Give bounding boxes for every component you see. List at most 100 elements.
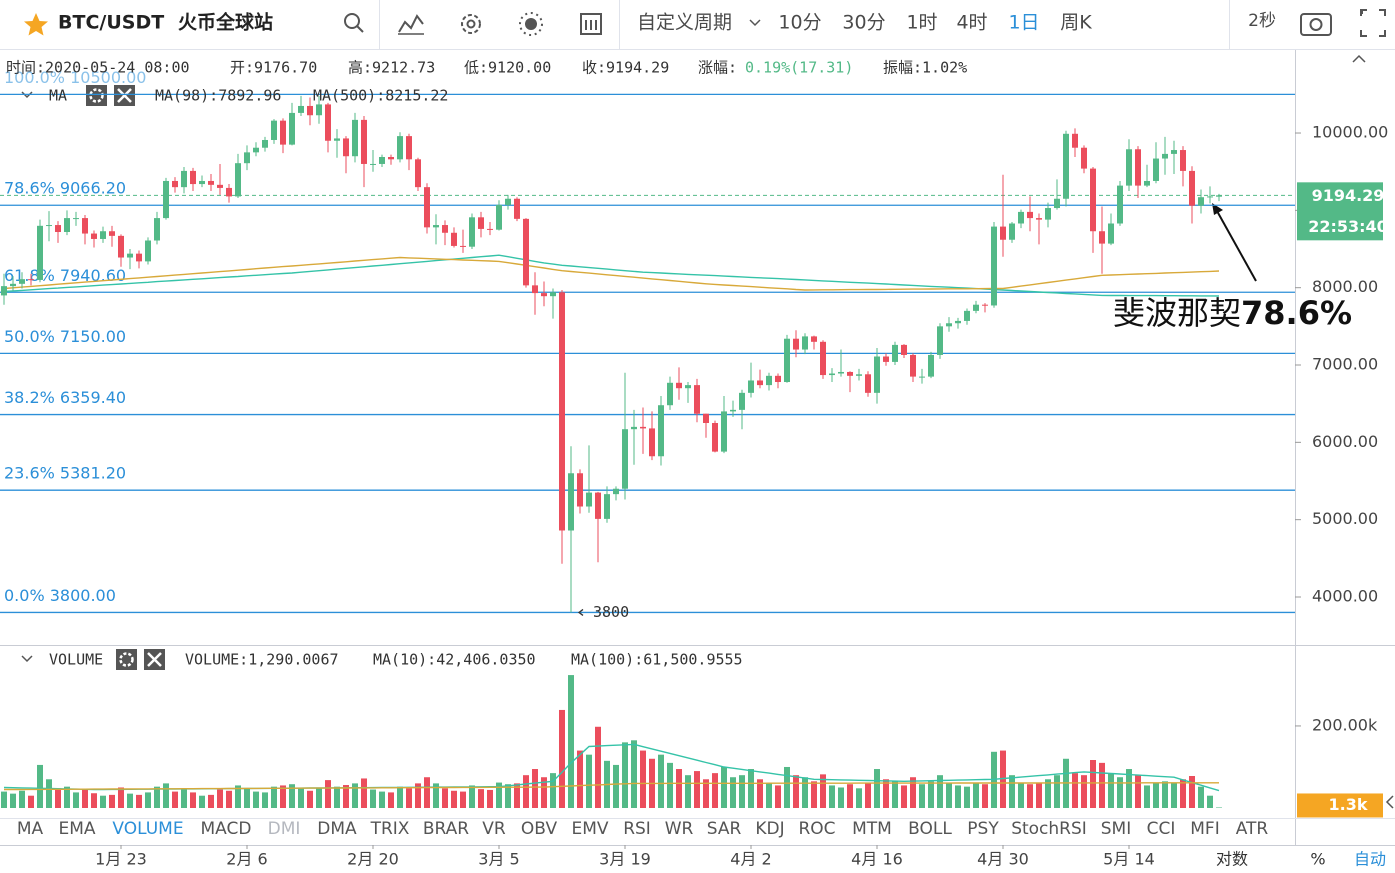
volume-indicator-name: VOLUME <box>49 651 103 669</box>
fib-level-label: 78.6% 9066.20 <box>4 179 126 198</box>
indicator-tab[interactable]: MTM <box>852 819 892 839</box>
candle-body <box>802 336 808 350</box>
interval-option[interactable]: 10分 <box>778 12 821 34</box>
indicator-tab[interactable]: ROC <box>798 819 835 839</box>
settings-icon[interactable] <box>461 14 481 34</box>
legend-settings[interactable] <box>116 649 137 670</box>
dropdown-caret[interactable] <box>749 19 761 27</box>
candle-body <box>631 426 637 430</box>
custom-period[interactable]: 自定义周期 <box>637 12 732 34</box>
percent-toggle[interactable]: % <box>1310 850 1325 869</box>
y-tick-label: 4000.00 <box>1312 586 1378 605</box>
indicator-tab[interactable]: StochRSI <box>1011 819 1087 839</box>
legend-collapse[interactable] <box>21 655 33 663</box>
volume-pane: 200.00k 1.3k <box>1 675 1383 818</box>
indicator-tab[interactable]: KDJ <box>755 819 784 839</box>
volume-bar <box>838 787 844 808</box>
interval-option[interactable]: 1时 <box>906 12 937 34</box>
candle-body <box>919 376 925 378</box>
volume-bar <box>703 779 709 808</box>
indicator-tab[interactable]: OBV <box>521 819 558 839</box>
indicator-tab[interactable]: ATR <box>1236 819 1269 839</box>
volume-bar <box>757 779 763 808</box>
annotation-emphasis: 78.6% <box>1241 294 1352 332</box>
volume-bar <box>775 785 781 808</box>
refresh-rate[interactable]: 2秒 <box>1248 11 1276 31</box>
fullscreen-icon[interactable] <box>1360 9 1386 37</box>
volume-bar <box>1081 775 1087 808</box>
volume-bar <box>856 788 862 808</box>
interval-option[interactable]: 周K <box>1060 12 1092 34</box>
interval-option[interactable]: 4时 <box>956 12 987 34</box>
scroll-caret[interactable] <box>1385 795 1394 809</box>
search-icon[interactable] <box>356 25 364 33</box>
indicator-tab[interactable]: DMI <box>268 819 301 839</box>
indicator-tab[interactable]: EMA <box>58 819 95 839</box>
theme-icon[interactable] <box>525 18 537 30</box>
theme-icon[interactable] <box>519 12 543 36</box>
candle-body <box>370 163 376 165</box>
volume-bar <box>73 792 79 808</box>
legend-collapse[interactable] <box>21 91 33 99</box>
indicator-tab[interactable]: TRIX <box>370 819 410 839</box>
x-tick-label: 3月 5 <box>478 850 519 869</box>
settings-icon[interactable] <box>466 19 476 29</box>
screenshot-icon[interactable] <box>1300 13 1332 36</box>
candle-body <box>37 225 43 280</box>
candle-body <box>685 385 691 389</box>
indicator-tab[interactable]: BOLL <box>908 819 952 839</box>
indicator-tab[interactable]: SMI <box>1101 819 1131 839</box>
volume-bar <box>388 792 394 808</box>
indicator-tab[interactable]: MA <box>17 819 44 839</box>
annotation-arrow-head <box>1212 203 1223 215</box>
screenshot-icon <box>1309 18 1323 31</box>
indicator-tab[interactable]: VOLUME <box>112 819 183 839</box>
candle-body <box>874 356 880 393</box>
candle-body <box>703 413 709 424</box>
indicator-tab[interactable]: MACD <box>201 819 252 839</box>
search-icon[interactable] <box>344 13 360 29</box>
volume-bar <box>1027 784 1033 808</box>
indicator-tab[interactable]: VR <box>482 819 506 839</box>
indicator-tab[interactable]: EMV <box>571 819 608 839</box>
indicator-tab[interactable]: WR <box>665 819 694 839</box>
indicator-tab[interactable]: SAR <box>707 819 742 839</box>
fullscreen-chart-icon[interactable] <box>580 13 602 35</box>
candle-body <box>1063 133 1069 199</box>
volume-bar <box>190 792 196 808</box>
candle-body <box>1 286 7 296</box>
candle-body <box>532 285 538 294</box>
candle-body <box>865 374 871 393</box>
favorite-star[interactable] <box>24 13 48 36</box>
volume-bar <box>595 726 601 808</box>
indicator-tab[interactable]: CCI <box>1147 819 1176 839</box>
legend-settings[interactable] <box>86 85 107 106</box>
candle-body <box>55 225 61 233</box>
indicator-tab[interactable]: BRAR <box>423 819 469 839</box>
indicator-tab[interactable]: DMA <box>317 819 357 839</box>
indicator-icon[interactable] <box>398 14 424 33</box>
volume-bar <box>676 769 682 808</box>
fib-level-label: 0.0% 3800.00 <box>4 586 116 605</box>
interval-option[interactable]: 1日 <box>1008 12 1039 34</box>
info-change-label: 涨幅: <box>698 59 737 77</box>
interval-option[interactable]: 30分 <box>842 12 885 34</box>
candle-body <box>190 170 196 185</box>
volume-bar <box>1189 776 1195 808</box>
collapse-caret[interactable] <box>1352 54 1366 63</box>
volume-bar <box>1099 762 1105 808</box>
volume-bar <box>352 783 358 808</box>
volume-bar <box>631 740 637 808</box>
indicator-tab[interactable]: MFI <box>1190 819 1219 839</box>
candle-body <box>1090 168 1096 232</box>
auto-scale-toggle[interactable]: 自动 <box>1354 850 1386 869</box>
y-tick-label: 8000.00 <box>1312 277 1378 296</box>
volume-bar <box>55 788 61 808</box>
ma-legend: MA(500):8215.22 <box>313 87 448 105</box>
candle-body <box>325 104 331 141</box>
indicator-tab[interactable]: RSI <box>623 819 651 839</box>
indicator-tab[interactable]: PSY <box>967 819 999 839</box>
log-scale-toggle[interactable]: 对数 <box>1216 850 1248 869</box>
candle-body <box>775 375 781 383</box>
candle-body <box>739 392 745 410</box>
